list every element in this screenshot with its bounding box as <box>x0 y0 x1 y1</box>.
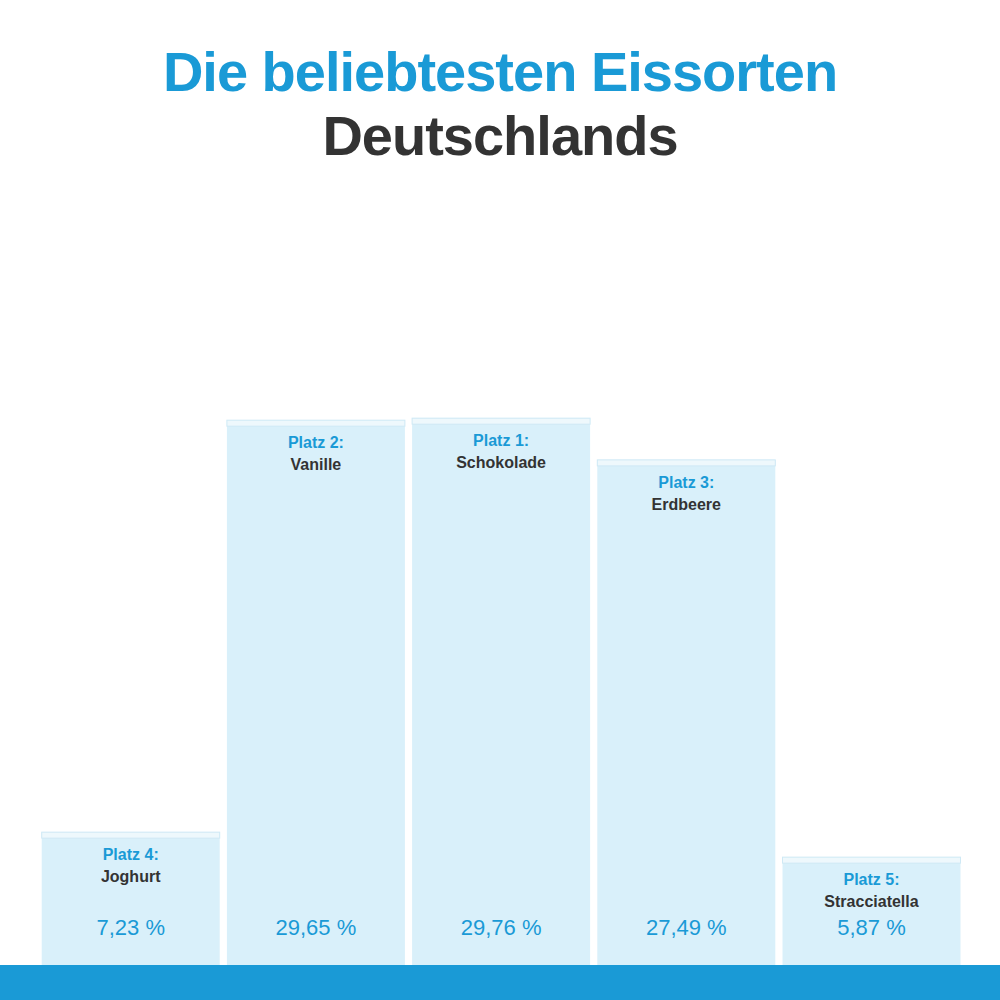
svg-text:Platz 1:: Platz 1: <box>473 432 529 449</box>
svg-text:Platz 5:: Platz 5: <box>843 871 899 888</box>
svg-text:Stracciatella: Stracciatella <box>824 893 918 910</box>
svg-text:Schokolade: Schokolade <box>456 454 546 471</box>
svg-text:Platz 2:: Platz 2: <box>288 434 344 451</box>
svg-text:29,65 %: 29,65 % <box>276 915 357 940</box>
svg-text:29,76 %: 29,76 % <box>461 915 542 940</box>
svg-text:Platz 4:: Platz 4: <box>103 846 159 863</box>
svg-text:Erdbeere: Erdbeere <box>652 496 721 513</box>
svg-text:Platz 3:: Platz 3: <box>658 474 714 491</box>
svg-text:7,23 %: 7,23 % <box>96 915 165 940</box>
svg-text:Vanille: Vanille <box>291 456 342 473</box>
html-text:Deutschlands: Deutschlands <box>322 104 678 167</box>
html-text:Die beliebtesten Eissorten: Die beliebtesten Eissorten <box>162 40 838 103</box>
svg-text:Joghurt: Joghurt <box>101 868 161 885</box>
svg-text:27,49 %: 27,49 % <box>646 915 727 940</box>
svg-text:5,87 %: 5,87 % <box>837 915 906 940</box>
